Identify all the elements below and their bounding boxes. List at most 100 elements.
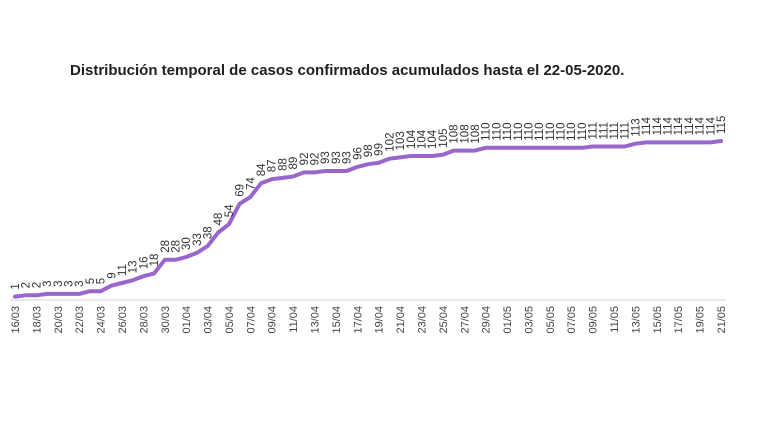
x-tick-label: 07/04 — [245, 306, 257, 334]
x-tick-label: 21/04 — [395, 306, 407, 334]
x-tick-label: 19/04 — [374, 306, 386, 334]
data-label: 110 — [524, 122, 536, 140]
data-label: 111 — [588, 122, 600, 139]
data-label: 104 — [417, 129, 429, 149]
x-tick-label: 01/04 — [181, 306, 193, 334]
x-tick-label: 19/05 — [695, 306, 707, 334]
data-label: 105 — [438, 129, 450, 148]
data-label: 96 — [352, 147, 364, 160]
data-label: 3 — [53, 280, 65, 286]
x-tick-label: 17/04 — [352, 306, 364, 334]
data-label: 111 — [620, 122, 632, 139]
x-tick-label: 26/03 — [117, 306, 129, 334]
data-label: 3 — [64, 280, 76, 286]
x-tick-label: 05/04 — [224, 306, 236, 334]
data-label: 111 — [598, 122, 610, 139]
data-label: 69 — [235, 184, 247, 197]
data-label: 2 — [21, 282, 33, 288]
data-label: 92 — [299, 153, 311, 166]
data-label: 102 — [384, 133, 396, 152]
x-tick-label: 25/04 — [438, 306, 450, 334]
data-label: 108 — [459, 124, 471, 143]
data-label: 9 — [106, 272, 118, 278]
x-tick-label: 16/03 — [10, 306, 22, 334]
x-tick-label: 11/05 — [609, 306, 621, 333]
data-label: 115 — [716, 116, 728, 134]
data-label: 108 — [470, 124, 482, 143]
data-label: 28 — [171, 240, 183, 253]
data-label: 3 — [42, 280, 54, 286]
x-tick-label: 15/04 — [331, 306, 343, 334]
data-label: 93 — [331, 151, 343, 164]
data-label: 114 — [684, 116, 696, 135]
data-label: 110 — [556, 122, 568, 140]
x-tick-label: 18/03 — [31, 306, 43, 334]
x-tick-label: 20/03 — [53, 306, 65, 334]
data-label: 104 — [427, 129, 439, 149]
data-label: 13 — [128, 261, 140, 274]
x-tick-label: 05/05 — [545, 306, 557, 334]
x-tick-label: 13/04 — [310, 306, 322, 334]
data-label: 110 — [545, 122, 557, 140]
data-label: 88 — [277, 158, 289, 171]
data-label: 114 — [705, 116, 717, 135]
x-tick-label: 24/03 — [96, 306, 108, 334]
data-label: 87 — [267, 159, 279, 172]
data-label: 5 — [96, 278, 108, 284]
x-tick-label: 01/05 — [502, 306, 514, 334]
x-tick-label: 21/05 — [716, 306, 728, 334]
data-label: 113 — [630, 118, 642, 136]
x-tick-label: 13/05 — [630, 306, 642, 334]
data-label: 110 — [566, 122, 578, 140]
x-tick-label: 03/04 — [203, 306, 215, 334]
data-label: 3 — [74, 280, 86, 286]
data-label: 84 — [256, 163, 268, 176]
data-label: 104 — [406, 129, 418, 149]
data-label: 110 — [577, 122, 589, 140]
data-label: 48 — [213, 213, 225, 226]
x-tick-label: 09/04 — [267, 306, 279, 334]
data-label: 110 — [481, 122, 493, 140]
x-tick-label: 11/04 — [288, 306, 300, 333]
data-label: 30 — [181, 237, 193, 250]
x-tick-label: 07/05 — [566, 306, 578, 334]
data-label: 110 — [502, 122, 514, 140]
data-label: 111 — [609, 122, 621, 139]
series-line — [13, 139, 723, 299]
data-label: 114 — [663, 116, 675, 135]
data-label: 89 — [288, 157, 300, 170]
data-label: 5 — [85, 278, 97, 284]
data-label: 114 — [673, 116, 685, 135]
data-label: 110 — [491, 122, 503, 140]
data-label: 114 — [652, 116, 664, 135]
data-label: 114 — [641, 116, 653, 135]
data-label: 98 — [363, 144, 375, 157]
x-tick-label: 23/04 — [417, 306, 429, 334]
x-tick-label: 03/05 — [524, 306, 536, 334]
data-label: 93 — [320, 151, 332, 164]
chart-title: Distribución temporal de casos confirmad… — [70, 62, 625, 79]
x-tick-label: 27/04 — [459, 306, 471, 334]
x-tick-label: 15/05 — [652, 306, 664, 334]
x-tick-label: 30/03 — [160, 306, 172, 334]
data-label: 16 — [138, 256, 150, 269]
data-label: 93 — [342, 151, 354, 164]
data-label: 54 — [224, 204, 236, 217]
data-label: 18 — [149, 254, 161, 267]
data-label: 110 — [534, 122, 546, 140]
data-label: 2 — [31, 282, 43, 288]
x-tick-label: 29/04 — [481, 306, 493, 334]
data-label: 114 — [695, 116, 707, 135]
data-label: 92 — [310, 153, 322, 166]
data-label: 110 — [513, 122, 525, 140]
data-label: 1 — [10, 283, 22, 289]
data-label: 108 — [449, 124, 461, 143]
data-label: 74 — [245, 177, 257, 190]
x-tick-label: 22/03 — [74, 306, 86, 334]
x-tick-label: 09/05 — [588, 306, 600, 334]
data-label: 11 — [117, 264, 129, 276]
data-label: 38 — [203, 226, 215, 239]
x-tick-label: 28/03 — [138, 306, 150, 334]
data-label: 103 — [395, 131, 407, 150]
